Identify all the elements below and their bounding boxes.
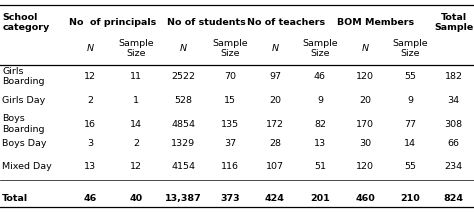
- Text: 20: 20: [359, 96, 371, 105]
- Text: 12: 12: [130, 162, 142, 171]
- Text: Girls
Boarding: Girls Boarding: [2, 67, 45, 86]
- Text: 40: 40: [129, 194, 143, 203]
- Text: 424: 424: [265, 194, 285, 203]
- Text: 373: 373: [220, 194, 240, 203]
- Text: 120: 120: [356, 72, 374, 81]
- Text: 182: 182: [445, 72, 463, 81]
- Text: No  of principals: No of principals: [69, 18, 156, 27]
- Text: 308: 308: [445, 120, 463, 128]
- Text: Girls Day: Girls Day: [2, 96, 46, 105]
- Text: 201: 201: [310, 194, 330, 203]
- Text: 15: 15: [224, 96, 236, 105]
- Text: No of teachers: No of teachers: [247, 18, 325, 27]
- Text: 1: 1: [133, 96, 139, 105]
- Text: 4854: 4854: [172, 120, 195, 128]
- Text: 46: 46: [314, 72, 326, 81]
- Text: N: N: [271, 44, 279, 53]
- Text: 120: 120: [356, 162, 374, 171]
- Text: 11: 11: [130, 72, 142, 81]
- Text: 46: 46: [83, 194, 97, 203]
- Text: 107: 107: [266, 162, 284, 171]
- Text: 4154: 4154: [172, 162, 195, 171]
- Text: 55: 55: [404, 72, 416, 81]
- Text: Mixed Day: Mixed Day: [2, 162, 52, 171]
- Text: 116: 116: [221, 162, 239, 171]
- Text: 66: 66: [447, 139, 460, 148]
- Text: 2: 2: [87, 96, 93, 105]
- Text: 12: 12: [84, 72, 96, 81]
- Text: N: N: [180, 44, 187, 53]
- Text: 135: 135: [221, 120, 239, 128]
- Text: 51: 51: [314, 162, 326, 171]
- Text: Boys Day: Boys Day: [2, 139, 47, 148]
- Text: School
category: School category: [2, 13, 50, 32]
- Text: 37: 37: [224, 139, 236, 148]
- Text: 82: 82: [314, 120, 326, 128]
- Text: 9: 9: [317, 96, 323, 105]
- Text: 3: 3: [87, 139, 93, 148]
- Text: 2: 2: [133, 139, 139, 148]
- Text: 70: 70: [224, 72, 236, 81]
- Text: 77: 77: [404, 120, 416, 128]
- Text: Boys
Boarding: Boys Boarding: [2, 114, 45, 134]
- Text: 1329: 1329: [172, 139, 195, 148]
- Text: 528: 528: [174, 96, 192, 105]
- Text: 20: 20: [269, 96, 281, 105]
- Text: 13,387: 13,387: [165, 194, 202, 203]
- Text: 460: 460: [355, 194, 375, 203]
- Text: BOM Members: BOM Members: [337, 18, 414, 27]
- Text: Total
Sample: Total Sample: [434, 13, 473, 32]
- Text: Sample
Size: Sample Size: [392, 39, 428, 59]
- Text: 97: 97: [269, 72, 281, 81]
- Text: 13: 13: [314, 139, 326, 148]
- Text: 30: 30: [359, 139, 371, 148]
- Text: 824: 824: [444, 194, 464, 203]
- Text: N: N: [86, 44, 94, 53]
- Text: No of students: No of students: [167, 18, 246, 27]
- Text: 172: 172: [266, 120, 284, 128]
- Text: 9: 9: [407, 96, 413, 105]
- Text: N: N: [361, 44, 369, 53]
- Text: Sample
Size: Sample Size: [212, 39, 248, 59]
- Text: 234: 234: [445, 162, 463, 171]
- Text: 16: 16: [84, 120, 96, 128]
- Text: 2522: 2522: [172, 72, 195, 81]
- Text: 55: 55: [404, 162, 416, 171]
- Text: 210: 210: [400, 194, 420, 203]
- Text: Sample
Size: Sample Size: [118, 39, 154, 59]
- Text: 13: 13: [84, 162, 96, 171]
- Text: 14: 14: [130, 120, 142, 128]
- Text: 170: 170: [356, 120, 374, 128]
- Text: 28: 28: [269, 139, 281, 148]
- Text: 14: 14: [404, 139, 416, 148]
- Text: Total: Total: [2, 194, 28, 203]
- Text: Sample
Size: Sample Size: [302, 39, 338, 59]
- Text: 34: 34: [447, 96, 460, 105]
